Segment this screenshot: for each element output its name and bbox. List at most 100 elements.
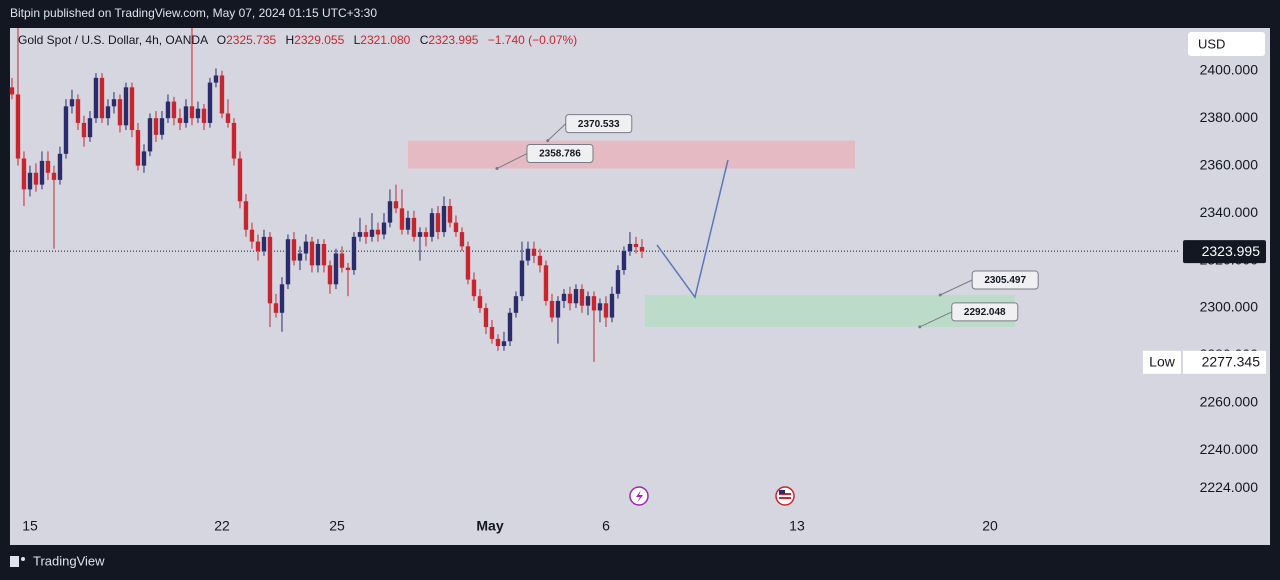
annotation-pointer bbox=[496, 153, 528, 169]
candle-body bbox=[339, 253, 345, 268]
candle-body bbox=[603, 303, 609, 318]
legend: Gold Spot / U.S. Dollar, 4h, OANDA O2325… bbox=[18, 33, 577, 47]
low-value: 2277.345 bbox=[1202, 354, 1261, 370]
candle-body bbox=[57, 153, 63, 180]
candle-body bbox=[27, 172, 33, 190]
ohlc-key: O bbox=[217, 33, 226, 47]
annotation-box bbox=[971, 270, 1039, 290]
candle-body bbox=[573, 289, 579, 304]
candle-body bbox=[411, 217, 417, 237]
candle-body bbox=[297, 253, 303, 261]
candle-body bbox=[231, 122, 237, 159]
x-tick-label: 15 bbox=[22, 518, 38, 534]
candle-body bbox=[105, 106, 111, 119]
candle-body bbox=[579, 289, 585, 306]
candle-body bbox=[465, 246, 471, 280]
candle-body bbox=[627, 243, 633, 252]
candle-body bbox=[75, 99, 81, 123]
candle-body bbox=[315, 243, 321, 266]
candle-body bbox=[387, 201, 393, 223]
y-tick-label: 2260.000 bbox=[1200, 394, 1259, 410]
candle-body bbox=[507, 312, 513, 342]
candle-body bbox=[423, 232, 429, 237]
candle-body bbox=[561, 293, 567, 301]
ohlc-value: 2329.055 bbox=[294, 33, 344, 47]
candle-body bbox=[159, 118, 165, 135]
event-icon bbox=[629, 486, 649, 506]
annotation-pointer bbox=[939, 279, 973, 296]
candle-body bbox=[165, 101, 171, 119]
overlay: 2370.533 2358.786 2305.497 2292.048 2323.995… bbox=[495, 114, 1266, 374]
annotation-point bbox=[546, 139, 550, 143]
annotation-label: 2292.048 bbox=[964, 307, 1006, 318]
candle-body bbox=[135, 130, 141, 166]
candle-body bbox=[147, 118, 153, 152]
candle-body bbox=[129, 87, 135, 131]
y-tick-label: 2300.000 bbox=[1200, 299, 1259, 315]
candle-body bbox=[183, 106, 189, 123]
candle-body bbox=[273, 303, 279, 313]
candle-body bbox=[93, 77, 99, 119]
x-tick-label: 25 bbox=[329, 518, 345, 534]
candle-body bbox=[267, 236, 273, 304]
candle-body bbox=[375, 229, 381, 235]
candle-body bbox=[555, 300, 561, 318]
candle-body bbox=[369, 229, 375, 237]
ohlc-key: L bbox=[354, 33, 361, 47]
country-icon bbox=[775, 486, 795, 506]
candle-body bbox=[591, 296, 597, 311]
candle-body bbox=[255, 241, 261, 252]
annotation-pointer bbox=[919, 311, 952, 328]
ohlc-value: 2325.735 bbox=[226, 33, 276, 47]
candle-body bbox=[237, 158, 243, 202]
brand: TradingView bbox=[33, 553, 105, 568]
candle-body bbox=[219, 75, 225, 114]
candle-body bbox=[417, 232, 423, 237]
candle-body bbox=[39, 160, 45, 185]
y-tick-label: 2224.000 bbox=[1200, 479, 1259, 495]
annotation-label: 2358.786 bbox=[539, 149, 581, 160]
candle-body bbox=[201, 108, 207, 123]
candle-body bbox=[195, 108, 201, 119]
candle-body bbox=[495, 338, 501, 347]
candle-body bbox=[285, 239, 291, 285]
candle-body bbox=[381, 222, 387, 235]
candle-body bbox=[153, 118, 159, 135]
candle-body bbox=[531, 248, 537, 256]
low-name: Low bbox=[1149, 354, 1176, 370]
candle-body bbox=[513, 296, 519, 313]
x-tick-label: 6 bbox=[602, 518, 610, 534]
candle-body bbox=[597, 303, 603, 311]
currency: USD bbox=[1198, 36, 1225, 51]
candle-body bbox=[123, 87, 129, 126]
annotation-label: 2305.497 bbox=[984, 275, 1026, 286]
low-name-box bbox=[1143, 350, 1181, 374]
chart-panel bbox=[10, 28, 1270, 545]
candle-body bbox=[477, 296, 483, 309]
zone bbox=[407, 140, 855, 169]
candle-body bbox=[621, 251, 627, 271]
annotation-point bbox=[938, 293, 942, 297]
candle-body bbox=[537, 255, 543, 266]
candle-body bbox=[309, 241, 315, 266]
candle-body bbox=[69, 99, 75, 107]
candle-body bbox=[435, 213, 441, 233]
candle-body bbox=[441, 205, 447, 233]
candle-body bbox=[501, 341, 507, 347]
x-tick-label: 20 bbox=[982, 518, 998, 534]
annotation-point bbox=[918, 325, 922, 329]
candle-body bbox=[207, 82, 213, 123]
annotation-box bbox=[565, 114, 633, 134]
ohlc-key: H bbox=[286, 33, 295, 47]
candle-body bbox=[225, 113, 231, 123]
candle-body bbox=[453, 222, 459, 233]
candle-body bbox=[117, 99, 123, 126]
candle-body bbox=[303, 241, 309, 254]
candle-body bbox=[549, 300, 555, 318]
candle-body bbox=[33, 172, 39, 185]
y-tick-label: 2340.000 bbox=[1200, 204, 1259, 220]
candle-body bbox=[351, 236, 357, 271]
candle-body bbox=[471, 279, 477, 297]
candle-body bbox=[363, 232, 369, 237]
